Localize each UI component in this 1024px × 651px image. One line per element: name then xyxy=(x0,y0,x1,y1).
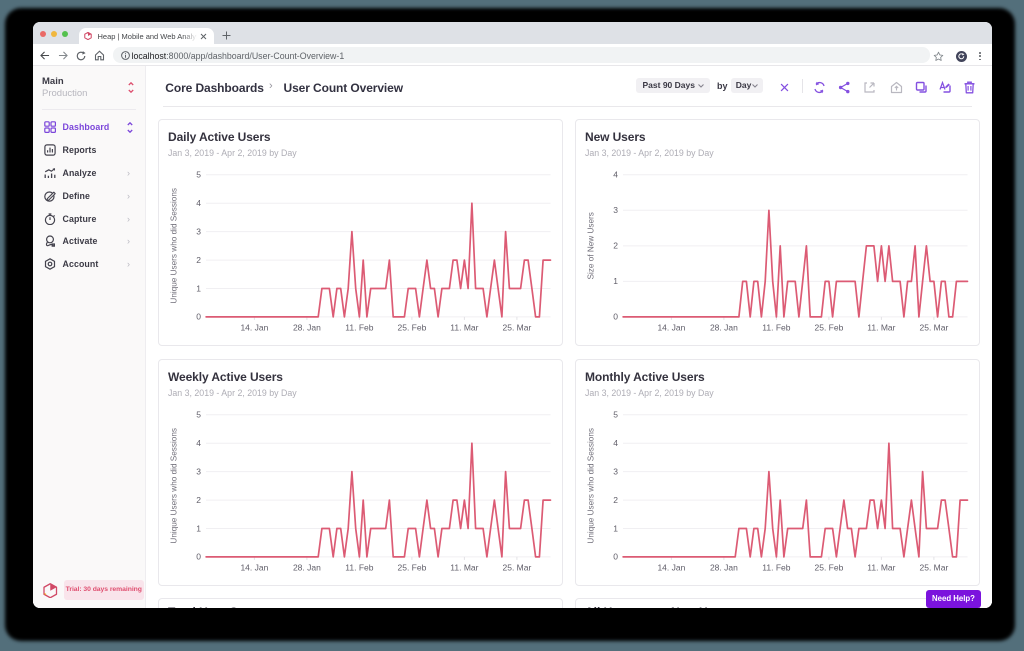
svg-text:4: 4 xyxy=(196,198,201,208)
svg-text:25. Mar: 25. Mar xyxy=(919,323,948,333)
svg-text:5: 5 xyxy=(196,170,201,180)
svg-text:0: 0 xyxy=(196,551,201,561)
svg-text:11. Feb: 11. Feb xyxy=(762,323,790,333)
svg-text:25. Feb: 25. Feb xyxy=(814,562,843,572)
svg-text:14. Jan: 14. Jan xyxy=(240,562,268,572)
svg-text:4: 4 xyxy=(196,438,201,448)
svg-text:Unique Users who did Sessions: Unique Users who did Sessions xyxy=(169,428,178,544)
svg-text:11. Mar: 11. Mar xyxy=(450,323,478,333)
svg-text:1: 1 xyxy=(613,523,618,533)
svg-text:2: 2 xyxy=(196,255,201,265)
svg-text:3: 3 xyxy=(196,466,201,476)
svg-text:0: 0 xyxy=(613,551,618,561)
svg-text:1: 1 xyxy=(613,276,618,286)
svg-text:11. Mar: 11. Mar xyxy=(450,562,478,572)
svg-text:2: 2 xyxy=(613,494,618,504)
svg-text:25. Mar: 25. Mar xyxy=(502,562,531,572)
svg-text:28. Jan: 28. Jan xyxy=(709,323,737,333)
svg-text:28. Jan: 28. Jan xyxy=(292,323,320,333)
svg-text:3: 3 xyxy=(196,226,201,236)
svg-text:4: 4 xyxy=(613,438,618,448)
svg-text:14. Jan: 14. Jan xyxy=(657,562,685,572)
svg-text:11. Mar: 11. Mar xyxy=(867,323,895,333)
svg-text:0: 0 xyxy=(613,312,618,322)
svg-text:1: 1 xyxy=(196,283,201,293)
svg-text:Unique Users who did Sessions: Unique Users who did Sessions xyxy=(169,188,178,304)
svg-text:14. Jan: 14. Jan xyxy=(657,323,685,333)
svg-text:5: 5 xyxy=(196,409,201,419)
svg-text:11. Feb: 11. Feb xyxy=(345,562,373,572)
svg-text:25. Feb: 25. Feb xyxy=(397,562,426,572)
svg-text:0: 0 xyxy=(196,312,201,322)
svg-text:3: 3 xyxy=(613,205,618,215)
svg-text:11. Feb: 11. Feb xyxy=(345,323,373,333)
svg-text:25. Mar: 25. Mar xyxy=(919,562,948,572)
svg-text:2: 2 xyxy=(613,241,618,251)
svg-text:25. Feb: 25. Feb xyxy=(397,323,426,333)
svg-text:4: 4 xyxy=(613,170,618,180)
svg-text:2: 2 xyxy=(196,494,201,504)
svg-text:Unique Users who did Sessions: Unique Users who did Sessions xyxy=(586,428,595,544)
svg-text:1: 1 xyxy=(196,523,201,533)
svg-text:3: 3 xyxy=(613,466,618,476)
svg-text:28. Jan: 28. Jan xyxy=(709,562,737,572)
svg-text:25. Mar: 25. Mar xyxy=(502,323,531,333)
svg-text:5: 5 xyxy=(613,409,618,419)
svg-text:11. Mar: 11. Mar xyxy=(867,562,895,572)
svg-text:25. Feb: 25. Feb xyxy=(814,323,843,333)
svg-text:11. Feb: 11. Feb xyxy=(762,562,790,572)
svg-text:Size of New Users: Size of New Users xyxy=(586,212,595,279)
svg-text:14. Jan: 14. Jan xyxy=(240,323,268,333)
svg-text:28. Jan: 28. Jan xyxy=(292,562,320,572)
